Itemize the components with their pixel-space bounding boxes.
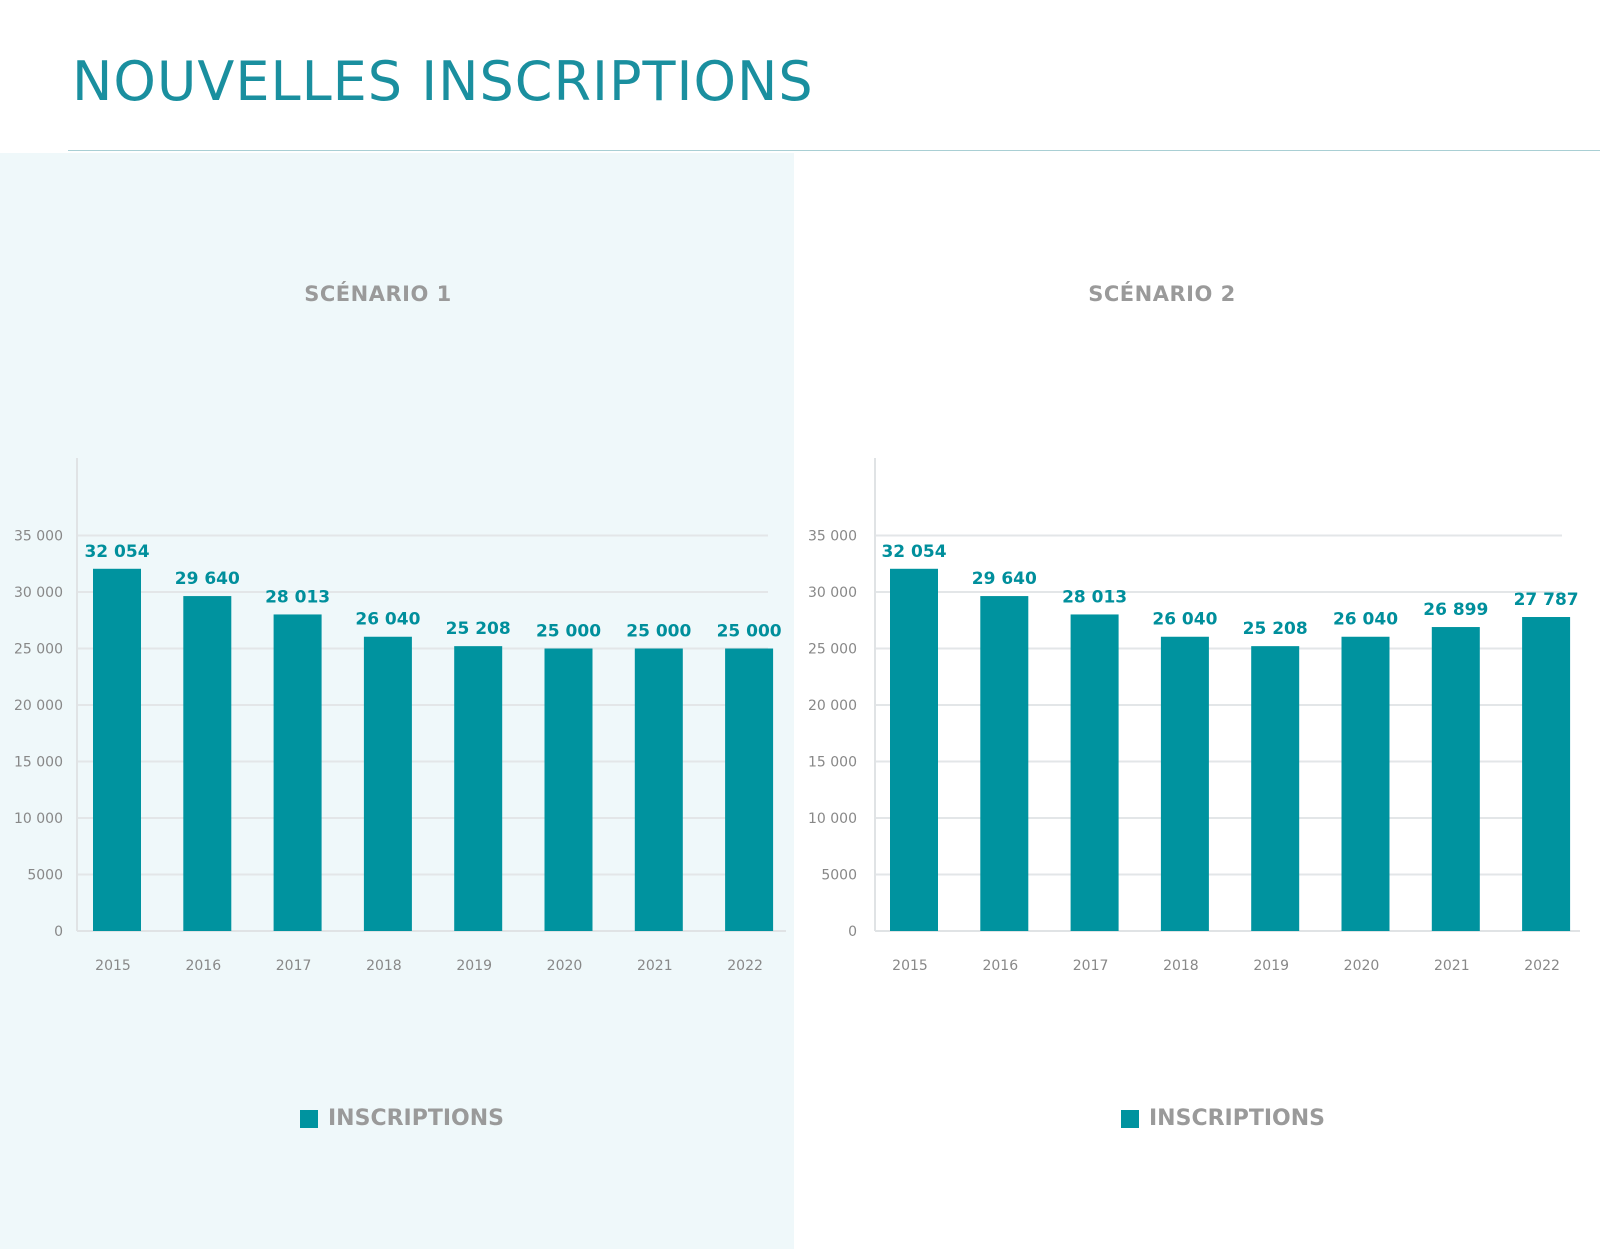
bar (634, 648, 683, 931)
scenario-2-title: SCÉNARIO 2 (1088, 282, 1236, 306)
data-label: 26 899 (1423, 600, 1488, 620)
data-label: 25 208 (446, 619, 511, 639)
title-divider (68, 150, 1600, 151)
data-label: 27 787 (1514, 590, 1579, 610)
data-label: 25 208 (1243, 619, 1308, 639)
bar (1251, 646, 1300, 931)
y-tick-label: 35 000 (14, 529, 63, 545)
y-tick-label: 0 (54, 924, 63, 940)
y-tick-label: 25 000 (14, 642, 63, 658)
data-label: 25 000 (626, 622, 691, 642)
y-tick-label: 5000 (27, 868, 63, 884)
x-tick-label: 2017 (1073, 958, 1109, 974)
data-label: 25 000 (536, 622, 601, 642)
bar (454, 646, 503, 931)
page-title: NOUVELLES INSCRIPTIONS (72, 50, 814, 113)
data-label: 26 040 (355, 610, 420, 630)
bar (980, 596, 1029, 931)
legend-swatch (1121, 1109, 1139, 1128)
data-label: 29 640 (175, 569, 240, 589)
scenario-1-chart: 0 5000 10 000 15 000 20 000 25 000 30 000 35 00… (14, 458, 786, 974)
x-tick-label: 2021 (1434, 958, 1470, 974)
x-tick-label: 2016 (185, 958, 221, 974)
x-tick-label: 2018 (366, 958, 402, 974)
y-tick-label: 30 000 (14, 585, 63, 601)
y-tick-label: 25 000 (808, 642, 857, 658)
bar (183, 596, 232, 931)
x-tick-label: 2020 (1344, 958, 1380, 974)
x-tick-label: 2022 (727, 958, 763, 974)
bar (1341, 636, 1390, 931)
legend-swatch (300, 1109, 318, 1128)
data-label: 32 054 (84, 542, 149, 562)
bar (890, 568, 938, 931)
y-tick-label: 15 000 (808, 755, 857, 771)
y-tick-label: 10 000 (808, 811, 857, 827)
data-label: 28 013 (265, 587, 330, 607)
bar (544, 648, 593, 931)
bar (363, 636, 412, 931)
legend-label: INSCRIPTIONS (1149, 1106, 1325, 1131)
bar (725, 648, 774, 931)
y-tick-label: 10 000 (14, 811, 63, 827)
y-tick-label: 0 (848, 924, 857, 940)
x-tick-label: 2021 (637, 958, 673, 974)
data-label: 28 013 (1062, 587, 1127, 607)
x-tick-label: 2015 (95, 958, 131, 974)
data-label: 25 000 (717, 622, 782, 642)
data-label: 32 054 (881, 542, 946, 562)
legend-label: INSCRIPTIONS (328, 1106, 504, 1131)
scenario-2-legend: INSCRIPTIONS (1121, 1106, 1325, 1131)
y-tick-label: 20 000 (14, 698, 63, 714)
y-tick-label: 15 000 (14, 755, 63, 771)
bar (1522, 617, 1571, 931)
x-tick-label: 2020 (547, 958, 583, 974)
x-tick-label: 2018 (1163, 958, 1199, 974)
bar (93, 568, 141, 931)
bar (1070, 614, 1119, 931)
bar (273, 614, 322, 931)
y-tick-label: 35 000 (808, 529, 857, 545)
x-tick-label: 2019 (1253, 958, 1289, 974)
data-label: 26 040 (1333, 610, 1398, 630)
bar (1160, 636, 1209, 931)
scenario-1-legend: INSCRIPTIONS (300, 1106, 504, 1131)
bar (1431, 627, 1480, 931)
scenario-1-title: SCÉNARIO 1 (304, 282, 452, 306)
x-tick-label: 2019 (456, 958, 492, 974)
y-tick-label: 30 000 (808, 585, 857, 601)
y-tick-label: 5000 (821, 868, 857, 884)
x-tick-label: 2015 (892, 958, 928, 974)
y-tick-label: 20 000 (808, 698, 857, 714)
data-label: 26 040 (1152, 610, 1217, 630)
x-tick-label: 2016 (982, 958, 1018, 974)
data-label: 29 640 (972, 569, 1037, 589)
x-tick-label: 2017 (276, 958, 312, 974)
x-tick-label: 2022 (1524, 958, 1560, 974)
